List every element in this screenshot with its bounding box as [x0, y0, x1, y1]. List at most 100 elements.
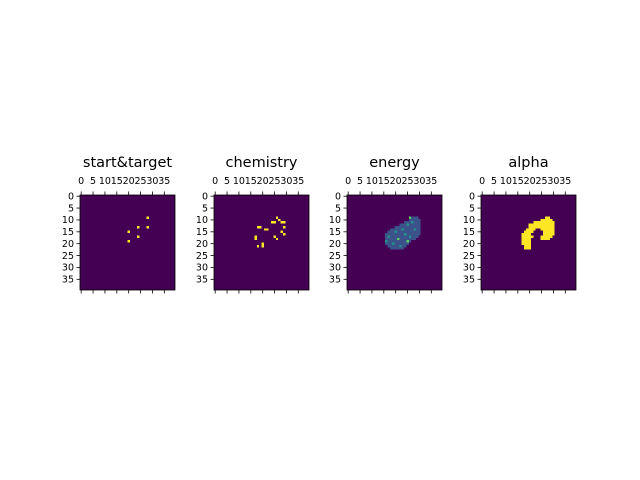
chart-title: chemistry: [225, 155, 297, 171]
heatmap-cell: [394, 225, 421, 229]
x-tick-label: 30: [146, 176, 158, 187]
y-tick-label: 35: [196, 275, 208, 286]
x-tick-label: 35: [292, 176, 304, 187]
x-tick-label: 0: [345, 176, 351, 187]
heatmap-cell: [254, 237, 257, 241]
heatmap-cell: [394, 230, 397, 233]
y-tick-label: 15: [329, 227, 341, 238]
x-tick-label: 25: [269, 176, 281, 187]
heatmap-cell: [127, 240, 130, 243]
x-tick-label: 30: [413, 176, 425, 187]
heatmap-cell: [526, 228, 536, 231]
heatmap-cell: [275, 216, 279, 219]
heatmap-cell: [280, 221, 283, 224]
heatmap-cell: [389, 247, 404, 250]
heatmap-cell: [261, 244, 264, 248]
y-tick-label: 10: [62, 215, 74, 226]
heatmap-cell: [523, 244, 531, 248]
heatmap-cell: [540, 237, 550, 241]
heatmap-cell: [542, 230, 555, 233]
heatmap-cell: [404, 233, 407, 236]
x-tick-label: 25: [135, 176, 147, 187]
y-tick-label: 30: [329, 263, 341, 274]
x-tick-label: 15: [245, 176, 257, 187]
y-tick-label: 30: [62, 263, 74, 274]
x-tick-label: 15: [111, 176, 123, 187]
heatmap-cell: [259, 225, 262, 229]
y-tick-label: 35: [62, 275, 74, 286]
y-tick-label: 0: [68, 191, 74, 202]
chart-title: start&target: [83, 155, 172, 171]
heatmap-cell: [137, 225, 140, 229]
heatmap-cell: [533, 221, 555, 224]
heatmap-cell: [408, 235, 412, 238]
x-tick-label: 10: [233, 176, 245, 187]
heatmap-cell: [263, 228, 267, 231]
x-tick-label: 5: [357, 176, 363, 187]
x-tick-label: 0: [78, 176, 84, 187]
heatmap-cell: [521, 237, 531, 241]
x-tick-label: 25: [536, 176, 548, 187]
y-tick-label: 0: [335, 191, 341, 202]
heatmap-cell: [254, 235, 257, 238]
y-tick-label: 15: [196, 227, 208, 238]
x-tick-label: 0: [479, 176, 485, 187]
heatmap-cell: [545, 216, 550, 219]
heatmap-cell: [266, 228, 269, 231]
x-tick-label: 15: [512, 176, 524, 187]
x-tick-label: 20: [390, 176, 402, 187]
y-tick-label: 10: [463, 215, 475, 226]
heatmap-cell: [282, 225, 286, 229]
y-tick-label: 35: [329, 275, 341, 286]
y-tick-label: 15: [62, 227, 74, 238]
chart-title: alpha: [508, 155, 548, 171]
y-tick-label: 20: [196, 239, 208, 250]
x-tick-label: 20: [524, 176, 536, 187]
heatmap-cell: [408, 218, 421, 222]
heatmap-cell: [389, 228, 421, 231]
heatmap-cell: [387, 244, 407, 248]
x-tick-label: 5: [224, 176, 230, 187]
heatmap-cell: [523, 247, 531, 250]
heatmap-cell: [146, 225, 149, 229]
y-tick-label: 0: [202, 191, 208, 202]
axes-frame: [480, 194, 577, 291]
x-tick-label: 5: [491, 176, 497, 187]
heatmap-cell: [411, 216, 419, 219]
heatmap-cell: [396, 237, 400, 241]
x-tick-label: 15: [378, 176, 390, 187]
heatmap-cell: [540, 218, 553, 222]
x-tick-label: 10: [99, 176, 111, 187]
heatmap-cell: [521, 233, 531, 236]
heatmap-cell: [528, 225, 555, 229]
y-tick-label: 20: [463, 239, 475, 250]
chart-title: energy: [369, 155, 420, 171]
heatmap-cell: [385, 235, 419, 238]
y-tick-label: 20: [329, 239, 341, 250]
heatmap-cell: [282, 221, 286, 224]
axes-frame: [213, 194, 310, 291]
y-tick-label: 10: [329, 215, 341, 226]
y-tick-label: 25: [196, 251, 208, 262]
x-tick-label: 25: [402, 176, 414, 187]
heatmap-cell: [406, 223, 409, 226]
heatmap-cell: [385, 240, 388, 243]
heatmap-cell: [278, 218, 281, 222]
heatmap-cell: [408, 216, 412, 219]
heatmap-cell: [411, 221, 414, 224]
heatmap-cell: [385, 242, 409, 245]
heatmap-cell: [523, 230, 534, 233]
y-tick-label: 25: [329, 251, 341, 262]
y-tick-label: 15: [463, 227, 475, 238]
x-tick-label: 20: [123, 176, 135, 187]
heatmap-cell: [399, 223, 421, 226]
heatmap-cell: [521, 235, 534, 238]
heatmap-cell: [387, 235, 390, 238]
x-tick-label: 10: [366, 176, 378, 187]
x-tick-label: 35: [425, 176, 437, 187]
x-tick-label: 5: [90, 176, 96, 187]
heatmap-cell: [385, 233, 421, 236]
